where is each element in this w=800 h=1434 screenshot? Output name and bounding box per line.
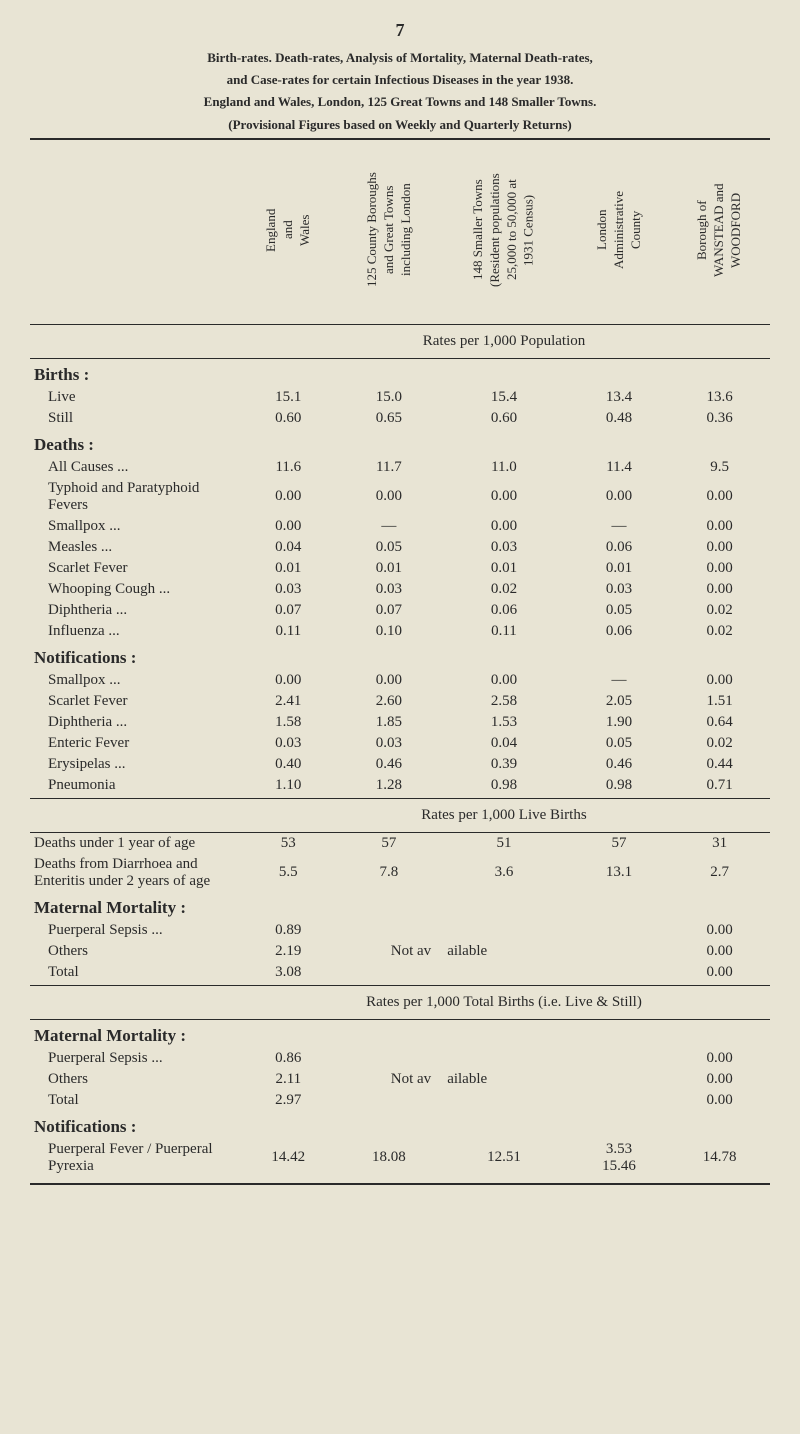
- table-row: Smallpox ...0.000.000.00—0.00: [30, 670, 770, 691]
- col-header-smaller-towns: 148 Smaller Towns(Resident populations25…: [439, 139, 569, 325]
- col-header-london: LondonAdministrativeCounty: [569, 139, 670, 325]
- table-row: Diphtheria ...1.581.851.531.900.64: [30, 712, 770, 733]
- section-maternal-mortality-2: Maternal Mortality :: [30, 1019, 770, 1048]
- section-deaths: Deaths :: [30, 429, 770, 457]
- table-row: Whooping Cough ...0.030.030.020.030.00: [30, 579, 770, 600]
- data-table: EnglandandWales 125 County Boroughsand G…: [30, 138, 770, 1185]
- table-row: Deaths under 1 year of age5357515731: [30, 832, 770, 854]
- col-header-boroughs: 125 County Boroughsand Great Townsinclud…: [339, 139, 440, 325]
- table-row: Puerperal Fever / Puerperal Pyrexia14.42…: [30, 1139, 770, 1184]
- rates-header-live-births: Rates per 1,000 Live Births: [30, 798, 770, 832]
- title-line-2: and Case-rates for certain Infectious Di…: [30, 71, 770, 89]
- table-row: Diphtheria ...0.070.070.060.050.02: [30, 600, 770, 621]
- table-row: Typhoid and Paratyphoid Fevers0.000.000.…: [30, 478, 770, 516]
- table-row: Still0.600.650.600.480.36: [30, 408, 770, 429]
- table-row: Pneumonia1.101.280.980.980.71: [30, 775, 770, 799]
- table-row: Others2.19Not available0.00: [30, 941, 770, 962]
- table-row: Others2.11Not available0.00: [30, 1069, 770, 1090]
- title-line-4: (Provisional Figures based on Weekly and…: [30, 116, 770, 134]
- table-row: Total2.970.00: [30, 1090, 770, 1111]
- rates-header-population: Rates per 1,000 Population: [30, 324, 770, 358]
- column-header-row: EnglandandWales 125 County Boroughsand G…: [30, 139, 770, 325]
- table-row: Enteric Fever0.030.030.040.050.02: [30, 733, 770, 754]
- col-header-borough: Borough ofWANSTEAD andWOODFORD: [669, 139, 770, 325]
- title-line-1: Birth-rates. Death-rates, Analysis of Mo…: [30, 49, 770, 67]
- section-notifications: Notifications :: [30, 642, 770, 670]
- table-row: Smallpox ...0.00—0.00—0.00: [30, 516, 770, 537]
- blank-header: [30, 139, 238, 325]
- table-row: Puerperal Sepsis ...0.860.00: [30, 1048, 770, 1069]
- section-births: Births :: [30, 358, 770, 387]
- rates-header-total-births: Rates per 1,000 Total Births (i.e. Live …: [30, 985, 770, 1019]
- table-row: Measles ...0.040.050.030.060.00: [30, 537, 770, 558]
- table-row: Erysipelas ...0.400.460.390.460.44: [30, 754, 770, 775]
- title-line-3: England and Wales, London, 125 Great Tow…: [30, 93, 770, 111]
- table-row: Live15.115.015.413.413.6: [30, 387, 770, 408]
- section-maternal-mortality-1: Maternal Mortality :: [30, 892, 770, 920]
- table-row: All Causes ...11.611.711.011.49.5: [30, 457, 770, 478]
- table-row: Deaths from Diarrhoea and Enteritis unde…: [30, 854, 770, 892]
- col-header-england: EnglandandWales: [238, 139, 339, 325]
- table-row: Influenza ...0.110.100.110.060.02: [30, 621, 770, 642]
- section-notifications-2: Notifications :: [30, 1111, 770, 1139]
- table-row: Total3.080.00: [30, 962, 770, 986]
- table-row: Scarlet Fever0.010.010.010.010.00: [30, 558, 770, 579]
- table-row: Puerperal Sepsis ...0.890.00: [30, 920, 770, 941]
- table-row: Scarlet Fever2.412.602.582.051.51: [30, 691, 770, 712]
- page-number: 7: [30, 20, 770, 41]
